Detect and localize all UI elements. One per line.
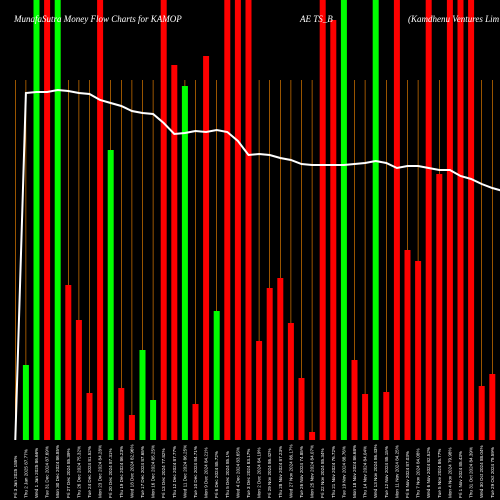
x-tick-label: Tue 26 Nov 2024 74.85% xyxy=(299,446,304,498)
x-tick-label: Mon 11 Nov 2024 84.25% xyxy=(394,445,399,498)
x-tick-label: Thu 2 Jan 2025 87.77% xyxy=(23,449,28,498)
chart-title-left: MunafaSutra Money Flow Charts for KAMOP xyxy=(13,14,182,24)
flow-bar xyxy=(160,0,167,440)
x-tick-label: Thu 21 Nov 2024 76.72% xyxy=(331,446,336,498)
flow-bar xyxy=(457,0,464,440)
flow-bar xyxy=(446,0,453,440)
flow-bar xyxy=(33,0,40,440)
flow-bar xyxy=(277,278,284,440)
x-tick-label: Mon 4 Nov 2024 79.98% xyxy=(447,447,452,498)
chart-title-right: (Kamdhenu Ventures Lim xyxy=(408,14,500,24)
x-tick-label: Wed 30 Oct 2024 88.04% xyxy=(479,445,484,498)
x-tick-label: Mon 25 Nov 2024 84.07% xyxy=(310,445,315,498)
flow-bar xyxy=(266,288,273,440)
x-tick-label: Thu 28 Nov 2024 87.23% xyxy=(278,446,283,498)
flow-bar xyxy=(478,386,485,440)
flow-bar xyxy=(415,261,422,440)
flow-bar xyxy=(330,20,337,440)
flow-bar xyxy=(54,0,61,440)
flow-bar xyxy=(245,0,252,440)
flow-bar xyxy=(436,174,443,440)
x-tick-label: Tue 10 Dec 2024 84.71% xyxy=(193,446,198,498)
x-tick-label: Fri 22 Nov 2024 85.34% xyxy=(320,448,325,498)
x-tick-label: Thu 26 Dec 2024 75.32% xyxy=(76,446,81,498)
flow-bar xyxy=(97,0,104,440)
x-tick-label: Fri 1 Nov 2024 85.43% xyxy=(458,451,463,498)
flow-bar xyxy=(75,320,82,440)
flow-line xyxy=(14,88,500,441)
x-tick-label: Fri 29 Nov 2024 86.42% xyxy=(267,448,272,498)
flow-bars xyxy=(22,0,496,440)
flow-bar xyxy=(107,150,114,440)
x-tick-label: Tue 3 Dec 2024 83.17% xyxy=(246,449,251,498)
x-tick-label: Fri 13 Dec 2024 77.82% xyxy=(161,448,166,498)
flow-bar xyxy=(118,388,125,440)
chart-title-mid: AE TS_B xyxy=(299,14,333,24)
flow-bar xyxy=(340,0,347,440)
x-tick-label: Fri 27 Dec 2024 85.39% xyxy=(66,448,71,498)
x-tick-label: Fri 6 Dec 2024 85.72% xyxy=(214,451,219,498)
flow-bar xyxy=(298,378,305,440)
x-tick-label: Mon 30 Dec 2024 86.85% xyxy=(55,445,60,498)
x-tick-label: Tue 19 Nov 2024 88.76% xyxy=(341,446,346,498)
x-tick-label: Tue 24 Dec 2024 81.52% xyxy=(87,446,92,498)
flow-bar xyxy=(372,0,379,440)
flow-bar xyxy=(393,0,400,440)
flow-bar xyxy=(65,285,72,440)
flow-bar xyxy=(234,0,241,440)
x-tick-label: Mon 23 Dec 2024 84.28% xyxy=(98,445,103,498)
flow-bar xyxy=(404,250,411,440)
flow-bar xyxy=(351,360,358,440)
flow-bar xyxy=(319,0,326,440)
x-tick-label: Mon 9 Dec 2024 84.21% xyxy=(204,447,209,498)
flow-bar xyxy=(86,393,93,440)
x-tick-label: Thu 7 Nov 2024 84.08% xyxy=(416,448,421,498)
flow-bar xyxy=(213,311,220,440)
x-tick-label: Wed 27 Nov 2024 86.17% xyxy=(288,444,293,498)
x-tick-label: Wed 18 Dec 2024 82.96% xyxy=(129,444,134,498)
x-tick-label: Mon 16 Dec 2024 85.25% xyxy=(151,445,156,498)
x-tick-label: Wed 13 Nov 2024 86.43% xyxy=(373,444,378,498)
x-tick-label: Tue 29 Oct 2024 79.59% xyxy=(490,447,495,498)
x-tick-label: Thu 14 Nov 2024 84.04% xyxy=(363,446,368,498)
x-tick-label: Thu 19 Dec 2024 86.23% xyxy=(119,446,124,498)
x-tick-label: Wed 1 Jan 2025 86.66% xyxy=(34,448,39,498)
x-tick-label: Fri 8 Nov 2024 87.03% xyxy=(405,451,410,498)
flow-bar xyxy=(224,0,231,440)
flow-bar xyxy=(150,400,157,440)
x-tick-label: Wed 11 Dec 2024 86.25% xyxy=(182,445,187,498)
x-tick-label: Wed 4 Dec 2024 83.65% xyxy=(235,447,240,498)
x-tick-labels: Fri 3 Jan 2025 185% Thu 2 Jan 2025 87.77%… xyxy=(13,444,495,498)
flow-bar xyxy=(139,350,146,440)
x-tick-label: Mon 18 Nov 2024 86.68% xyxy=(352,445,357,498)
x-tick-label: Thu 31 Oct 2024 84.39% xyxy=(469,447,474,498)
x-tick-label: Thu 5 Dec 2024 85.1% xyxy=(225,451,230,498)
x-tick-label: Tue 12 Nov 2024 85.15% xyxy=(384,446,389,498)
flow-bar xyxy=(128,415,135,440)
x-tick-label: Fri 20 Dec 2024 87.31% xyxy=(108,448,113,498)
flow-bar xyxy=(192,404,199,440)
flow-bar xyxy=(181,86,188,440)
x-tick-label: Fri 3 Jan 2025 185% xyxy=(13,456,18,498)
flow-bar xyxy=(256,341,263,440)
x-tick-label: Tue 17 Dec 2024 87.65% xyxy=(140,446,145,498)
flow-bar xyxy=(22,365,29,440)
x-tick-label: Thu 12 Dec 2024 87.77% xyxy=(172,446,177,498)
flow-bar xyxy=(468,0,475,440)
flow-bar xyxy=(287,323,294,440)
flow-bar xyxy=(425,0,432,440)
x-tick-label: Mon 2 Dec 2024 84.19% xyxy=(257,447,262,498)
flow-bar xyxy=(489,374,496,440)
flow-bar xyxy=(44,0,51,440)
x-tick-label: Wed 6 Nov 2024 82.52% xyxy=(426,447,431,498)
x-tick-label: Tue 31 Dec 2024 87.69% xyxy=(45,446,50,498)
flow-bar xyxy=(203,56,210,440)
flow-bar xyxy=(309,432,316,440)
x-tick-label: Tue 5 Nov 2024 86.77% xyxy=(437,449,442,498)
flow-bar xyxy=(383,392,390,440)
flow-bar xyxy=(171,65,178,440)
flow-bar xyxy=(362,394,369,440)
